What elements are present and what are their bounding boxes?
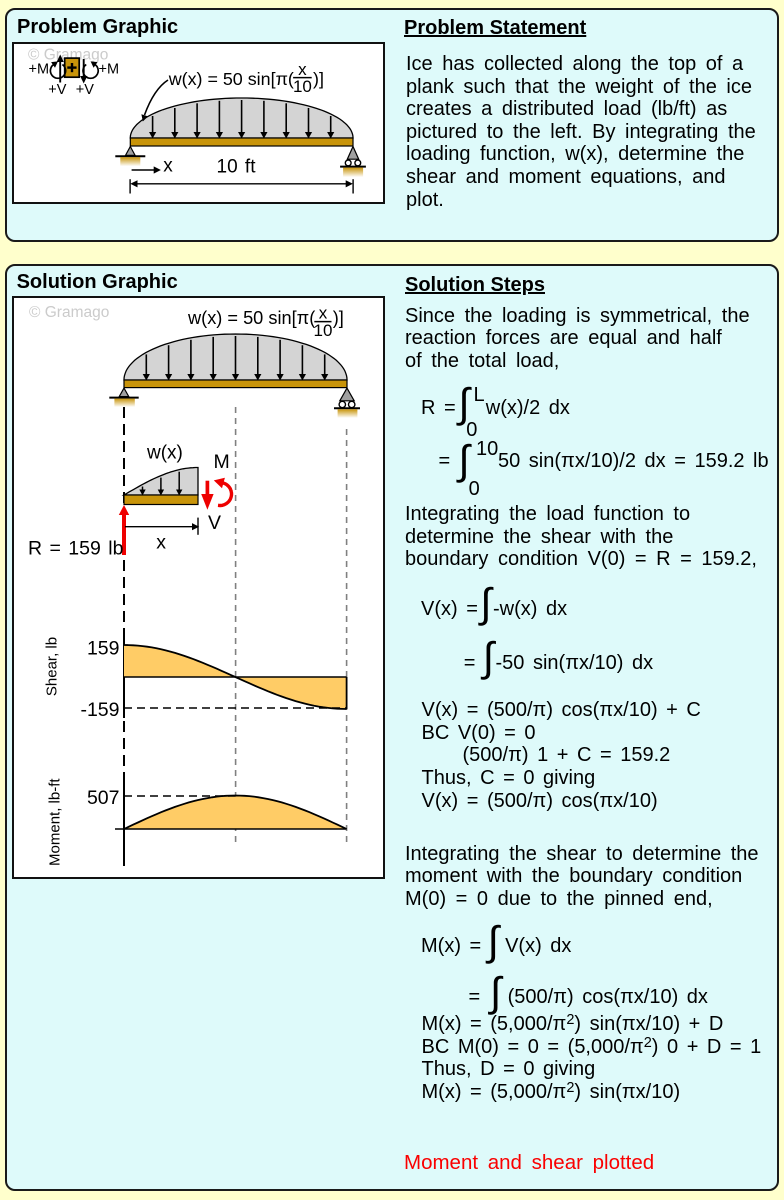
svg-text:)]: )] bbox=[313, 69, 324, 89]
svg-text:+M: +M bbox=[29, 62, 50, 78]
svg-text:507: 507 bbox=[87, 787, 120, 809]
svg-text:+V: +V bbox=[76, 82, 94, 98]
svg-text:Moment, lb-ft: Moment, lb-ft bbox=[46, 778, 63, 866]
svg-text:w(x) = 50 sin[π(: w(x) = 50 sin[π( bbox=[187, 308, 315, 328]
svg-text:+V: +V bbox=[48, 82, 66, 98]
svg-text:x: x bbox=[163, 155, 173, 176]
svg-text:10 ft: 10 ft bbox=[217, 157, 257, 178]
svg-text:Shear, lb: Shear, lb bbox=[44, 637, 61, 696]
svg-text:10: 10 bbox=[314, 321, 333, 340]
svg-text:w(x) = 50 sin[π(: w(x) = 50 sin[π( bbox=[168, 69, 294, 89]
svg-text:)]: )] bbox=[333, 308, 344, 328]
svg-text:x: x bbox=[298, 60, 307, 79]
svg-text:x: x bbox=[319, 303, 328, 322]
svg-text:x: x bbox=[156, 532, 166, 554]
svg-text:159: 159 bbox=[87, 637, 120, 659]
svg-text:© Gramago: © Gramago bbox=[28, 47, 108, 64]
svg-text:+M: +M bbox=[99, 62, 120, 78]
svg-text:-159: -159 bbox=[80, 699, 119, 721]
svg-text:V: V bbox=[208, 512, 221, 534]
svg-text:© Gramago: © Gramago bbox=[29, 304, 109, 321]
svg-text:w(x): w(x) bbox=[146, 443, 183, 464]
svg-text:M: M bbox=[214, 451, 230, 473]
svg-text:R = 159 lb: R = 159 lb bbox=[28, 538, 124, 560]
svg-text:10: 10 bbox=[293, 77, 312, 96]
